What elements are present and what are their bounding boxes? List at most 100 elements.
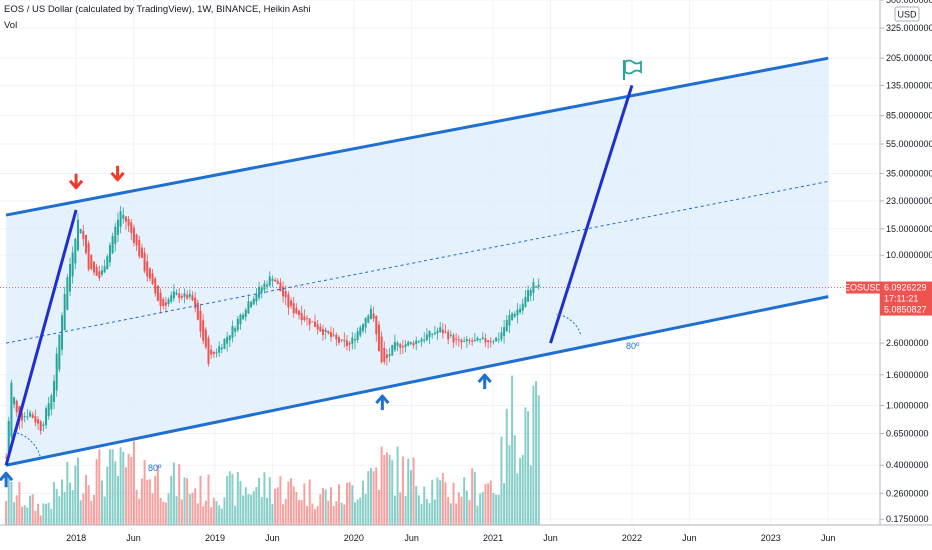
- candle-body: [401, 346, 404, 348]
- volume-bar: [465, 490, 468, 525]
- volume-bar: [359, 497, 362, 525]
- candle-body: [449, 334, 452, 336]
- up-arrow-icon: [477, 373, 492, 390]
- volume-bar: [71, 490, 74, 525]
- volume-bar: [58, 496, 61, 525]
- volume-bar: [348, 482, 351, 525]
- volume-bar: [124, 467, 127, 525]
- candle-body: [23, 416, 26, 418]
- candle-body: [7, 420, 10, 458]
- angle-label-2: 80º: [626, 341, 640, 351]
- flag-icon[interactable]: [623, 59, 642, 80]
- volume-bar: [55, 488, 58, 525]
- candle-body: [279, 282, 282, 292]
- candle-body: [495, 337, 498, 342]
- volume-bar: [457, 492, 460, 525]
- volume-bar: [23, 505, 26, 525]
- candle-body: [146, 261, 149, 277]
- volume-bar: [433, 499, 436, 525]
- candle-body: [295, 307, 298, 314]
- candle-body: [484, 338, 487, 343]
- chart-title: EOS / US Dollar (calculated by TradingVi…: [4, 4, 311, 15]
- channel-lower-line[interactable]: [5, 295, 829, 467]
- volume-bar: [295, 492, 298, 525]
- volume-bar: [212, 497, 215, 525]
- candle-body: [53, 380, 56, 403]
- candle-body: [343, 339, 346, 342]
- candle-body: [441, 329, 444, 334]
- currency-button[interactable]: USD: [894, 6, 920, 22]
- candle-body: [212, 352, 215, 354]
- volume-bar: [532, 385, 535, 525]
- time-tick-label: Jun: [543, 533, 558, 543]
- volume-bar: [21, 506, 24, 525]
- rally-trend-line[interactable]: [4, 209, 78, 466]
- volume-bar: [26, 507, 29, 525]
- candle-body: [140, 247, 143, 258]
- volume-bar: [327, 500, 330, 525]
- candle-body: [45, 408, 48, 426]
- volume-bar: [415, 486, 418, 525]
- candle-body: [66, 277, 69, 310]
- candle-body: [330, 332, 332, 337]
- volume-bar: [116, 476, 119, 525]
- time-axis[interactable]: 2018 Jun 2019 Jun 2020 Jun 2021 Jun 2022 Jun 2023 J…: [0, 524, 932, 550]
- candle-body: [322, 329, 325, 335]
- volume-legend: Vol: [4, 20, 18, 31]
- volume-bar: [154, 476, 157, 525]
- candle-body: [274, 279, 277, 282]
- volume-bar: [10, 481, 13, 525]
- candle-body: [258, 286, 261, 298]
- price-axis[interactable]: 500.0000000 325.0000000 205.0000000 135.000…: [879, 0, 932, 525]
- price-tick-label: 135.0000000: [886, 80, 932, 90]
- candle-body: [252, 298, 255, 305]
- candle-body: [84, 235, 87, 253]
- price-tick-label: 0.4000000: [886, 460, 929, 470]
- volume-bar: [399, 492, 402, 525]
- candle-body: [250, 301, 253, 308]
- candle-body: [433, 332, 436, 335]
- candle-body: [124, 216, 127, 222]
- time-tick-label: 2020: [344, 533, 364, 543]
- price-tick-label: 0.2600000: [886, 488, 929, 498]
- volume-bar: [340, 502, 343, 525]
- candle-body: [516, 309, 519, 316]
- candle-body: [191, 295, 194, 301]
- time-tick-label: Jun: [265, 533, 280, 543]
- candle-body: [271, 278, 274, 281]
- candle-body: [242, 314, 245, 320]
- volume-bar: [388, 454, 391, 525]
- volume-bar: [100, 480, 103, 525]
- volume-bar: [308, 479, 311, 525]
- volume-bar: [444, 482, 447, 525]
- volume-bar: [487, 483, 490, 525]
- candle-body: [34, 416, 37, 423]
- candle-body: [172, 291, 175, 299]
- candle-body: [111, 235, 114, 254]
- volume-bar: [252, 491, 255, 525]
- projection-line[interactable]: [549, 84, 634, 344]
- volume-bar: [18, 482, 21, 525]
- volume-bar: [332, 505, 335, 525]
- volume-bar: [471, 468, 474, 525]
- volume-bar: [287, 481, 290, 525]
- candle-body: [359, 327, 362, 336]
- candle-body: [529, 290, 532, 296]
- volume-bar: [282, 504, 285, 525]
- volume-bar: [255, 486, 258, 525]
- candle-body: [204, 329, 207, 348]
- candle-body: [324, 329, 327, 332]
- candle-body: [268, 276, 271, 286]
- channel-upper-line[interactable]: [5, 56, 829, 217]
- volume-bar: [34, 510, 37, 525]
- volume-bar: [292, 486, 295, 525]
- candle-body: [527, 290, 530, 302]
- volume-bar: [417, 495, 420, 525]
- candle-body: [282, 286, 285, 297]
- volume-bar: [156, 465, 159, 525]
- price-tick-label: 85.0000000: [886, 111, 932, 121]
- time-tick-label: Jun: [821, 533, 836, 543]
- volume-bar: [239, 480, 242, 525]
- channel-mid-line[interactable]: [5, 180, 829, 344]
